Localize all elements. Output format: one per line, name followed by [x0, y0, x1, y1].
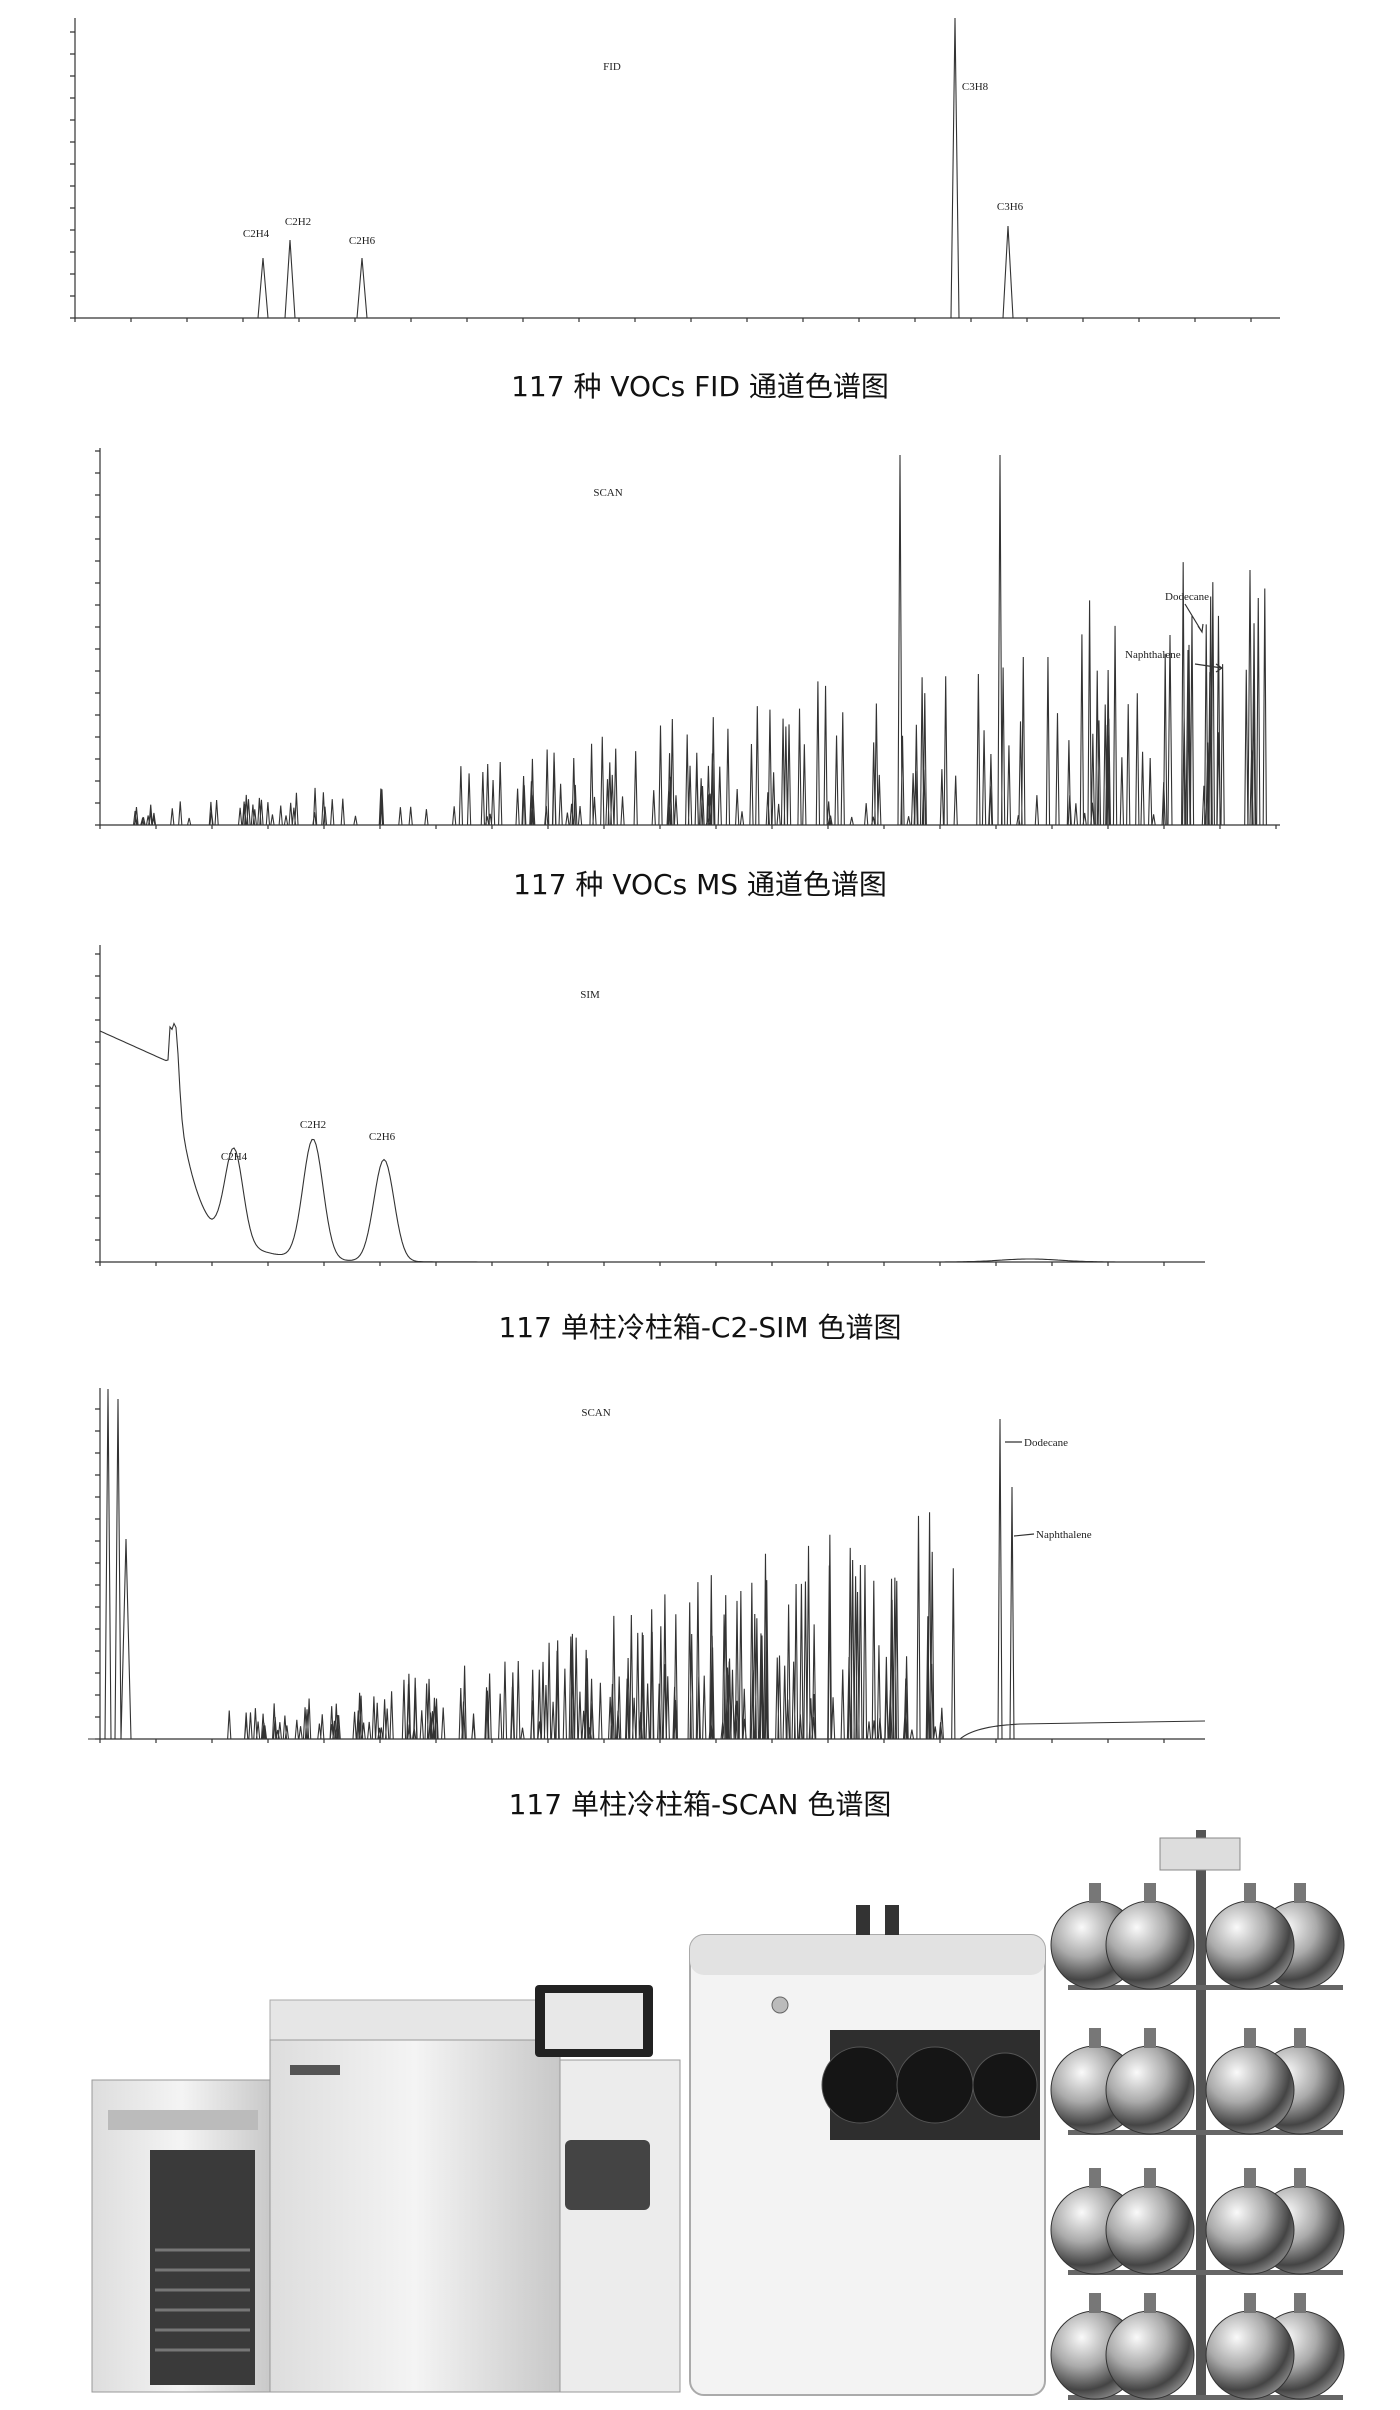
valve: [1144, 2168, 1156, 2188]
valve: [1244, 2028, 1256, 2048]
canister: [1105, 2185, 1195, 2275]
valve: [1089, 1883, 1101, 1903]
valve: [1244, 2168, 1256, 2188]
trace: [88, 1388, 1206, 1740]
valve: [1089, 2168, 1101, 2188]
valve: [1144, 2028, 1156, 2048]
axis: [95, 945, 1205, 1266]
valve: [1144, 1883, 1156, 1903]
axis: [95, 448, 1280, 829]
valve: [1244, 2293, 1256, 2313]
shelf: [1068, 1985, 1343, 1990]
peak-label: Dodecane: [1165, 591, 1209, 603]
valve: [1294, 1883, 1306, 1903]
canister: [1205, 2185, 1295, 2275]
peak-label: Dodecane: [1024, 1437, 1068, 1449]
peak-label: C3H8: [962, 81, 989, 93]
canister: [1205, 2045, 1295, 2135]
valve: [1144, 2293, 1156, 2313]
peak-label: C2H6: [349, 235, 376, 247]
canister: [1105, 2310, 1195, 2400]
shelf: [1068, 2395, 1343, 2400]
canister: [1105, 1900, 1195, 1990]
peak-label: C2H6: [369, 1131, 396, 1143]
valve: [1089, 2028, 1101, 2048]
peak-label: C2H2: [300, 1119, 326, 1131]
peak-label: C3H6: [997, 201, 1024, 213]
channel-label: SCAN: [581, 1407, 610, 1419]
shelf: [1068, 2130, 1343, 2135]
peak-label: C2H4: [221, 1151, 248, 1163]
valve: [1244, 1883, 1256, 1903]
arrow: [1184, 603, 1224, 673]
cold-oven: [689, 1905, 1046, 2396]
valve: [1294, 2028, 1306, 2048]
arrow: [1005, 1441, 1035, 1537]
valve: [1089, 2293, 1101, 2313]
peak-label: Naphthalene: [1036, 1529, 1092, 1541]
valve: [1294, 2168, 1306, 2188]
channel-label: SCAN: [593, 487, 622, 499]
canister-rack: [1050, 1830, 1345, 2400]
canister: [1205, 2310, 1295, 2400]
peak-label: Naphthalene: [1125, 649, 1181, 661]
canister: [1205, 1900, 1295, 1990]
gc-ms-instrument: [91, 1985, 681, 2393]
channel-label: SIM: [580, 989, 600, 1001]
peak-label: C2H2: [285, 216, 311, 228]
trace: [243, 17, 1280, 319]
shelf: [1068, 2270, 1343, 2275]
chromatograms: [70, 17, 1280, 1743]
trace: [115, 454, 1280, 826]
caption: 117 单柱冷柱箱-SCAN 色谱图: [509, 1788, 892, 1821]
axis: [70, 18, 1280, 322]
channel-label: FID: [603, 61, 621, 73]
peak-label: C2H4: [243, 228, 270, 240]
caption: 117 种 VOCs FID 通道色谱图: [511, 370, 889, 403]
canister: [1105, 2045, 1195, 2135]
valve: [1294, 2293, 1306, 2313]
caption: 117 种 VOCs MS 通道色谱图: [513, 868, 887, 901]
caption: 117 单柱冷柱箱-C2-SIM 色谱图: [498, 1311, 901, 1344]
trace: [99, 1022, 1204, 1263]
